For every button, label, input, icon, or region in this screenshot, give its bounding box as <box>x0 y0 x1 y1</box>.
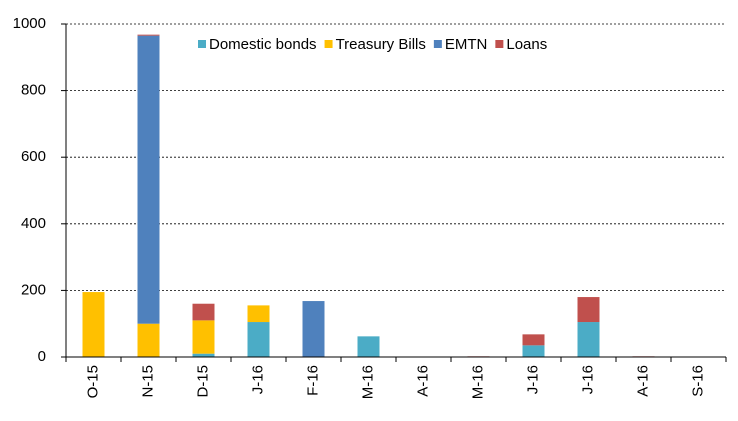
x-tick-label: J-16 <box>249 365 266 394</box>
bar-segment <box>137 35 160 324</box>
y-tick-label: 0 <box>38 348 46 365</box>
x-tick-label: J-16 <box>524 365 541 394</box>
bar-segment <box>302 301 325 357</box>
legend-label: Treasury Bills <box>336 36 426 53</box>
bar-segment <box>192 353 215 357</box>
bar-segment <box>192 320 215 354</box>
bar-segment <box>247 305 270 323</box>
bar-segment <box>577 297 600 323</box>
bar-segment <box>247 322 270 357</box>
bar-segment <box>357 336 380 357</box>
y-tick-label: 1000 <box>13 15 46 32</box>
x-tick-label: F-16 <box>304 365 321 396</box>
y-tick-label: 400 <box>21 215 46 232</box>
x-tick-label: A-16 <box>634 365 651 397</box>
x-tick-label: J-16 <box>579 365 596 394</box>
bar-segment <box>192 303 215 321</box>
bar-segment <box>137 34 160 36</box>
x-tick-label: O-15 <box>84 365 101 398</box>
legend-swatch <box>198 40 206 48</box>
x-tick-label: N-15 <box>139 365 156 398</box>
x-tick-label: M-16 <box>359 365 376 399</box>
y-tick-label: 600 <box>21 148 46 165</box>
y-tick-label: 800 <box>21 82 46 99</box>
x-tick-label: D-15 <box>194 365 211 398</box>
bar-segment <box>137 323 160 357</box>
bar-segment <box>82 292 105 357</box>
legend-swatch <box>433 40 442 48</box>
bar-segment <box>577 322 600 357</box>
y-tick-label: 200 <box>21 281 46 298</box>
x-tick-label: A-16 <box>414 365 431 397</box>
bar-segment <box>522 334 545 346</box>
legend-label: Domestic bonds <box>209 36 317 53</box>
legend-swatch <box>324 40 333 48</box>
legend-label: EMTN <box>445 36 488 53</box>
x-tick-label: M-16 <box>469 365 486 399</box>
legend-label: Loans <box>506 36 547 53</box>
bar-segment <box>522 345 545 357</box>
x-tick-label: S-16 <box>689 365 706 397</box>
legend-swatch <box>495 40 504 48</box>
